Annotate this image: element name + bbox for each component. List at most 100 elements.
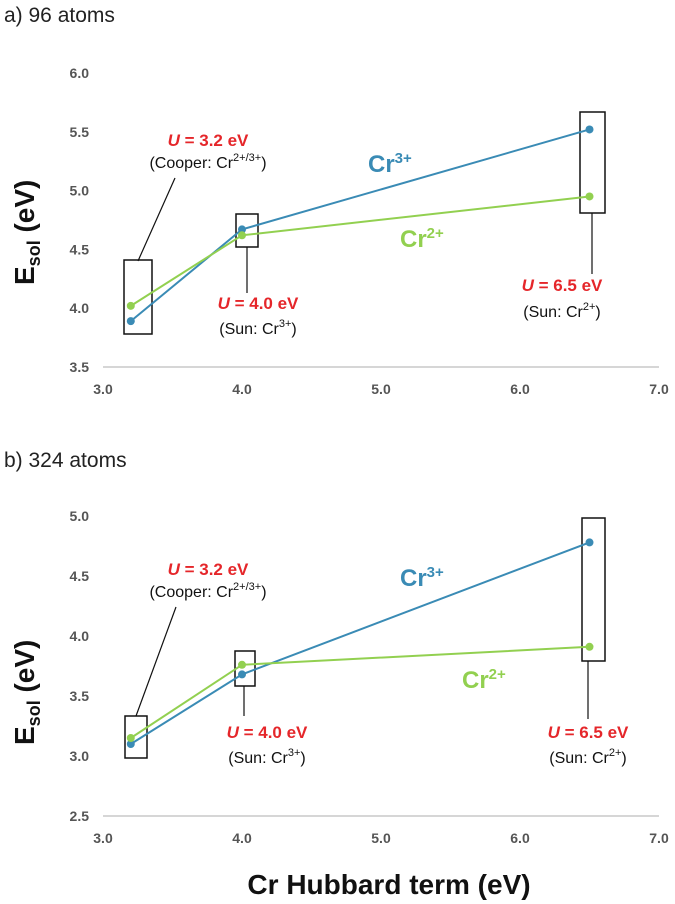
annotation-source-pre: (Sun: Cr <box>219 321 279 338</box>
y-tick-label: 3.0 <box>70 748 90 764</box>
annotation-source-sup: 2+ <box>583 301 596 313</box>
y-tick-label: 4.0 <box>70 628 90 644</box>
y-tick-label: 6.0 <box>70 65 90 81</box>
data-point-Cr2+ <box>585 642 594 651</box>
annotation-source-sup: 3+ <box>288 747 301 759</box>
y-axis-title-main: E <box>9 726 40 745</box>
annotation-source-sup: 2+ <box>609 747 622 759</box>
annotation-source-pre: (Sun: Cr <box>523 304 583 321</box>
x-tick-label: 6.0 <box>510 381 530 397</box>
y-tick-label: 5.0 <box>70 508 90 524</box>
annotation-source-post: ) <box>261 155 266 172</box>
x-tick-label: 5.0 <box>371 830 391 846</box>
y-axis-title-unit: (eV) <box>9 180 40 241</box>
data-point-Cr3+ <box>585 538 594 547</box>
annotation-u-var: U <box>522 276 535 295</box>
annotation-u-value: U = 3.2 eV <box>168 560 249 579</box>
y-tick-label: 2.5 <box>70 808 90 824</box>
data-point-Cr3+ <box>238 225 246 234</box>
series-label-base: Cr <box>400 565 427 592</box>
annotation-source-sup: 3+ <box>279 318 292 330</box>
annotation-source-post: ) <box>621 750 626 767</box>
annotation-source-sup: 2+/3+ <box>233 581 261 593</box>
series-label-Cr3+: Cr3+ <box>368 150 412 178</box>
annotation-u-var: U <box>168 131 181 150</box>
annotation-leader-line <box>137 177 176 262</box>
x-tick-label: 6.0 <box>510 830 530 846</box>
x-tick-label: 4.0 <box>232 381 252 397</box>
y-tick-label: 4.5 <box>70 241 90 257</box>
y-axis-title-sub: sol <box>24 240 44 266</box>
y-axis-title-main: E <box>9 266 40 285</box>
series-label-Cr2+: Cr2+ <box>400 225 444 253</box>
series-label-base: Cr <box>462 667 489 694</box>
data-point-Cr3+ <box>585 125 594 134</box>
series-label-Cr3+: Cr3+ <box>400 564 444 592</box>
y-axis-title: Esol (eV) <box>9 180 44 285</box>
panel-label: b) 324 atoms <box>4 449 127 472</box>
data-point-Cr2+ <box>126 301 135 310</box>
annotation-source: (Sun: Cr3+) <box>228 747 305 767</box>
y-tick-label: 4.0 <box>70 300 90 316</box>
data-point-Cr3+ <box>238 670 246 679</box>
annotation-source-pre: (Sun: Cr <box>549 750 609 767</box>
series-label-sup: 2+ <box>427 225 444 242</box>
series-label-base: Cr <box>368 151 395 178</box>
y-tick-label: 5.5 <box>70 124 90 140</box>
annotation-source-pre: (Cooper: Cr <box>149 155 233 172</box>
x-tick-label: 4.0 <box>232 830 252 846</box>
annotation-source: (Sun: Cr2+) <box>523 301 600 321</box>
series-label-sup: 2+ <box>489 666 506 683</box>
annotation-u-text: = 3.2 eV <box>180 131 249 150</box>
annotation-u-var: U <box>168 560 181 579</box>
data-point-Cr3+ <box>126 317 135 326</box>
annotation-source: (Cooper: Cr2+/3+) <box>149 152 266 172</box>
x-tick-label: 5.0 <box>371 381 391 397</box>
annotation-source-pre: (Cooper: Cr <box>149 584 233 601</box>
series-line-Cr2+ <box>130 645 590 739</box>
annotation-u-text: = 4.0 eV <box>230 294 299 313</box>
y-tick-label: 5.0 <box>70 183 90 199</box>
x-tick-label: 7.0 <box>649 830 669 846</box>
chart-panel-a: a) 96 atoms 3.0 4.0 5.0 6.0 7.0 3.5 4.0 4.5 5.0 5.… <box>4 4 669 397</box>
annotation-u-value: U = 3.2 eV <box>168 131 249 150</box>
annotation-u-value: U = 4.0 eV <box>227 723 308 742</box>
series-label-sup: 3+ <box>427 564 444 581</box>
panel-label: a) 96 atoms <box>4 4 115 27</box>
series-label-base: Cr <box>400 226 427 253</box>
annotation-u-text: = 6.5 eV <box>560 723 629 742</box>
y-tick-label: 3.5 <box>70 359 90 375</box>
annotation-u-text: = 4.0 eV <box>239 723 308 742</box>
annotation-u-var: U <box>548 723 561 742</box>
y-axis-title-sub: sol <box>24 700 44 726</box>
y-tick-label: 3.5 <box>70 688 90 704</box>
annotation-source: (Sun: Cr2+) <box>549 747 626 767</box>
annotation-source-pre: (Sun: Cr <box>228 750 288 767</box>
annotation-source-post: ) <box>291 321 296 338</box>
annotation-u-var: U <box>227 723 240 742</box>
x-tick-label: 7.0 <box>649 381 669 397</box>
annotation-u-value: U = 4.0 eV <box>218 294 299 313</box>
annotation-source-sup: 2+/3+ <box>233 152 261 164</box>
y-axis-title-unit: (eV) <box>9 640 40 701</box>
data-point-Cr3+ <box>126 740 135 748</box>
annotation-source-post: ) <box>595 304 600 321</box>
annotation-leader-line <box>135 606 177 717</box>
y-tick-label: 4.5 <box>70 568 90 584</box>
series-label-Cr2+: Cr2+ <box>462 666 506 694</box>
data-point-Cr2+ <box>585 192 594 201</box>
y-axis-title: Esol (eV) <box>9 640 44 745</box>
data-point-Cr2+ <box>126 734 135 742</box>
x-tick-label: 3.0 <box>93 830 113 846</box>
data-point-Cr2+ <box>238 660 246 669</box>
annotation-u-value: U = 6.5 eV <box>548 723 629 742</box>
annotation-u-var: U <box>218 294 231 313</box>
annotation-u-text: = 3.2 eV <box>180 560 249 579</box>
x-tick-label: 3.0 <box>93 381 113 397</box>
annotation-u-text: = 6.5 eV <box>534 276 603 295</box>
annotation-source: (Sun: Cr3+) <box>219 318 296 338</box>
annotation-box <box>581 517 606 662</box>
annotation-u-value: U = 6.5 eV <box>522 276 603 295</box>
